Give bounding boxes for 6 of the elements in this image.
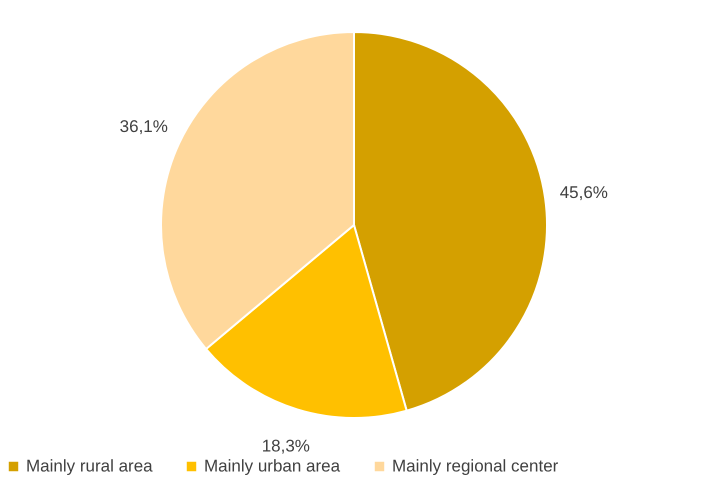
data-label: 45,6% (560, 183, 608, 202)
data-label: 18,3% (262, 436, 310, 456)
legend-label: Mainly regional center (392, 456, 559, 476)
legend-label: Mainly rural area (26, 456, 154, 476)
data-label: 36,1% (120, 116, 168, 136)
legend-label: Mainly urban area (204, 456, 341, 476)
